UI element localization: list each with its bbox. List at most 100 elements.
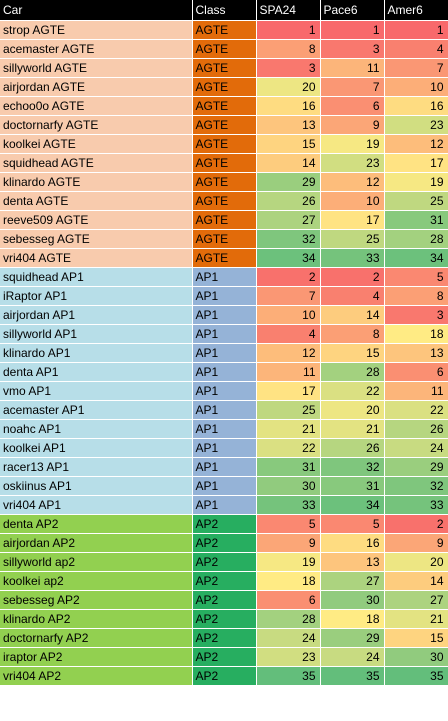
- cell-pace6[interactable]: 27: [320, 571, 385, 591]
- table-row[interactable]: iRaptor AP1 AP1 7 4 8: [0, 286, 448, 306]
- cell-pace6[interactable]: 24: [320, 647, 385, 667]
- cell-class[interactable]: AP2: [192, 552, 257, 572]
- cell-spa24[interactable]: 29: [256, 172, 321, 192]
- cell-amer6[interactable]: 14: [384, 571, 448, 591]
- cell-pace6[interactable]: 3: [320, 39, 385, 59]
- cell-car[interactable]: klinardo AP1: [0, 343, 193, 363]
- cell-amer6[interactable]: 19: [384, 172, 448, 192]
- cell-spa24[interactable]: 15: [256, 134, 321, 154]
- table-row[interactable]: echoo0o AGTE AGTE 16 6 16: [0, 96, 448, 116]
- table-row[interactable]: klinardo AP2 AP2 28 18 21: [0, 609, 448, 629]
- cell-car[interactable]: koolkei AGTE: [0, 134, 193, 154]
- cell-pace6[interactable]: 32: [320, 457, 385, 477]
- cell-spa24[interactable]: 22: [256, 438, 321, 458]
- cell-pace6[interactable]: 30: [320, 590, 385, 610]
- cell-spa24[interactable]: 16: [256, 96, 321, 116]
- header-pace6[interactable]: Pace6: [320, 0, 385, 21]
- cell-car[interactable]: vri404 AP2: [0, 666, 193, 686]
- cell-spa24[interactable]: 35: [256, 666, 321, 686]
- table-row[interactable]: racer13 AP1 AP1 31 32 29: [0, 457, 448, 477]
- table-row[interactable]: doctornarfy AP2 AP2 24 29 15: [0, 628, 448, 648]
- cell-class[interactable]: AP1: [192, 267, 257, 287]
- cell-amer6[interactable]: 34: [384, 248, 448, 268]
- cell-car[interactable]: noahc AP1: [0, 419, 193, 439]
- cell-car[interactable]: klinardo AGTE: [0, 172, 193, 192]
- cell-pace6[interactable]: 13: [320, 552, 385, 572]
- cell-car[interactable]: airjordan AP1: [0, 305, 193, 325]
- cell-spa24[interactable]: 17: [256, 381, 321, 401]
- cell-class[interactable]: AGTE: [192, 172, 257, 192]
- cell-class[interactable]: AGTE: [192, 96, 257, 116]
- cell-amer6[interactable]: 15: [384, 628, 448, 648]
- cell-pace6[interactable]: 12: [320, 172, 385, 192]
- cell-pace6[interactable]: 7: [320, 77, 385, 97]
- cell-car[interactable]: acemaster AGTE: [0, 39, 193, 59]
- table-row[interactable]: reeve509 AGTE AGTE 27 17 31: [0, 210, 448, 230]
- cell-car[interactable]: koolkei ap2: [0, 571, 193, 591]
- cell-class[interactable]: AP1: [192, 305, 257, 325]
- table-row[interactable]: denta AP1 AP1 11 28 6: [0, 362, 448, 382]
- cell-spa24[interactable]: 27: [256, 210, 321, 230]
- cell-pace6[interactable]: 2: [320, 267, 385, 287]
- cell-spa24[interactable]: 2: [256, 267, 321, 287]
- cell-amer6[interactable]: 18: [384, 324, 448, 344]
- cell-pace6[interactable]: 18: [320, 609, 385, 629]
- cell-amer6[interactable]: 23: [384, 115, 448, 135]
- cell-spa24[interactable]: 12: [256, 343, 321, 363]
- cell-spa24[interactable]: 28: [256, 609, 321, 629]
- cell-pace6[interactable]: 34: [320, 495, 385, 515]
- header-class[interactable]: Class: [192, 0, 257, 21]
- cell-car[interactable]: iRaptor AP1: [0, 286, 193, 306]
- cell-spa24[interactable]: 3: [256, 58, 321, 78]
- cell-pace6[interactable]: 5: [320, 514, 385, 534]
- cell-spa24[interactable]: 19: [256, 552, 321, 572]
- cell-car[interactable]: squidhead AGTE: [0, 153, 193, 173]
- cell-amer6[interactable]: 32: [384, 476, 448, 496]
- cell-car[interactable]: racer13 AP1: [0, 457, 193, 477]
- cell-pace6[interactable]: 23: [320, 153, 385, 173]
- cell-spa24[interactable]: 23: [256, 647, 321, 667]
- table-row[interactable]: airjordan AP2 AP2 9 16 9: [0, 533, 448, 553]
- cell-amer6[interactable]: 31: [384, 210, 448, 230]
- cell-car[interactable]: vri404 AP1: [0, 495, 193, 515]
- cell-pace6[interactable]: 29: [320, 628, 385, 648]
- cell-car[interactable]: koolkei AP1: [0, 438, 193, 458]
- cell-class[interactable]: AGTE: [192, 210, 257, 230]
- table-row[interactable]: airjordan AP1 AP1 10 14 3: [0, 305, 448, 325]
- cell-class[interactable]: AP1: [192, 476, 257, 496]
- cell-pace6[interactable]: 15: [320, 343, 385, 363]
- cell-class[interactable]: AGTE: [192, 115, 257, 135]
- cell-pace6[interactable]: 22: [320, 381, 385, 401]
- table-row[interactable]: klinardo AGTE AGTE 29 12 19: [0, 172, 448, 192]
- cell-amer6[interactable]: 21: [384, 609, 448, 629]
- cell-car[interactable]: denta AP2: [0, 514, 193, 534]
- cell-amer6[interactable]: 22: [384, 400, 448, 420]
- cell-car[interactable]: sebesseg AP2: [0, 590, 193, 610]
- cell-spa24[interactable]: 20: [256, 77, 321, 97]
- cell-amer6[interactable]: 5: [384, 267, 448, 287]
- table-row[interactable]: airjordan AGTE AGTE 20 7 10: [0, 77, 448, 97]
- cell-pace6[interactable]: 8: [320, 324, 385, 344]
- cell-pace6[interactable]: 33: [320, 248, 385, 268]
- cell-car[interactable]: airjordan AP2: [0, 533, 193, 553]
- cell-amer6[interactable]: 29: [384, 457, 448, 477]
- cell-pace6[interactable]: 16: [320, 533, 385, 553]
- cell-amer6[interactable]: 25: [384, 191, 448, 211]
- cell-amer6[interactable]: 13: [384, 343, 448, 363]
- cell-class[interactable]: AP1: [192, 343, 257, 363]
- table-row[interactable]: sillyworld ap2 AP2 19 13 20: [0, 552, 448, 572]
- cell-class[interactable]: AP1: [192, 400, 257, 420]
- table-row[interactable]: acemaster AP1 AP1 25 20 22: [0, 400, 448, 420]
- cell-amer6[interactable]: 26: [384, 419, 448, 439]
- cell-car[interactable]: sillyworld ap2: [0, 552, 193, 572]
- table-row[interactable]: sillyworld AGTE AGTE 3 11 7: [0, 58, 448, 78]
- cell-pace6[interactable]: 21: [320, 419, 385, 439]
- cell-amer6[interactable]: 20: [384, 552, 448, 572]
- table-row[interactable]: koolkei ap2 AP2 18 27 14: [0, 571, 448, 591]
- cell-spa24[interactable]: 31: [256, 457, 321, 477]
- header-amer6[interactable]: Amer6: [384, 0, 448, 21]
- table-row[interactable]: squidhead AGTE AGTE 14 23 17: [0, 153, 448, 173]
- table-row[interactable]: doctornarfy AGTE AGTE 13 9 23: [0, 115, 448, 135]
- cell-class[interactable]: AP1: [192, 457, 257, 477]
- cell-car[interactable]: doctornarfy AGTE: [0, 115, 193, 135]
